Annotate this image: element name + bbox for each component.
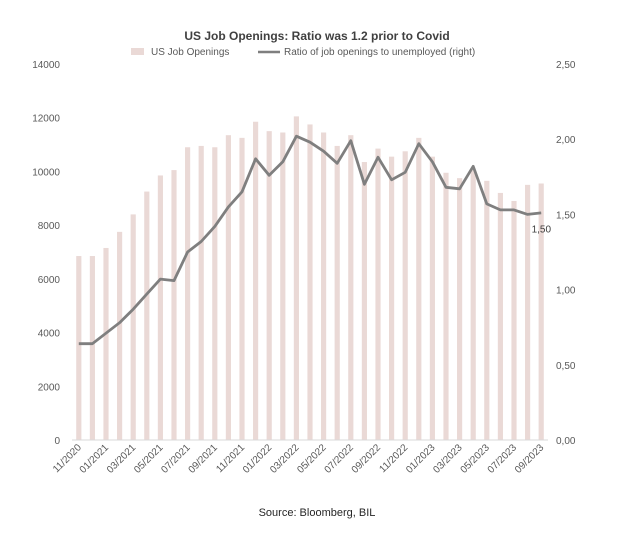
bar (443, 172, 449, 440)
legend-label-bars: US Job Openings (151, 47, 229, 58)
bar (76, 256, 82, 440)
bar (429, 156, 435, 440)
bar (225, 135, 231, 440)
bar (334, 145, 340, 440)
left-axis-tick-label: 4000 (38, 329, 61, 340)
bar (525, 184, 531, 440)
bar (348, 135, 354, 440)
legend-label-line: Ratio of job openings to unemployed (rig… (284, 47, 475, 58)
bar (321, 132, 327, 440)
bar (280, 132, 286, 440)
right-axis: 0,00 0,50 1,00 1,50 2,00 2,50 (556, 60, 576, 447)
bar (389, 156, 395, 440)
bar (103, 247, 109, 440)
x-axis-tick-label: 09/2022 (350, 442, 384, 476)
bar (307, 124, 313, 440)
right-axis-tick-label: 1,50 (556, 210, 576, 221)
bar (171, 170, 177, 441)
left-axis-tick-label: 12000 (32, 114, 60, 125)
bar (253, 121, 259, 440)
chart-title: US Job Openings: Ratio was 1.2 prior to … (184, 29, 449, 43)
left-axis-tick-label: 6000 (38, 275, 61, 286)
right-axis-tick-label: 2,00 (556, 135, 576, 146)
source-note: Source: Bloomberg, BIL (259, 507, 376, 519)
left-axis-tick-label: 10000 (32, 167, 60, 178)
legend: US Job Openings Ratio of job openings to… (131, 47, 475, 58)
bar (293, 116, 299, 440)
bar (130, 214, 136, 440)
right-axis-tick-label: 2,50 (556, 60, 576, 71)
left-axis: 0 2000 4000 6000 8000 10000 12000 14000 (32, 60, 60, 447)
bar (185, 147, 191, 440)
bar (416, 137, 422, 440)
left-axis-tick-label: 2000 (38, 382, 61, 393)
bar (117, 231, 123, 440)
bar (361, 162, 367, 440)
bar (198, 145, 204, 440)
bar (538, 183, 544, 440)
line-series (78, 134, 542, 346)
bar (266, 131, 272, 440)
left-axis-tick-label: 0 (54, 436, 60, 447)
x-axis-tick-label: 09/2021 (187, 442, 221, 476)
x-axis-tick-label: 09/2023 (513, 442, 547, 476)
bar (239, 137, 245, 440)
bar (157, 175, 163, 440)
bar (89, 256, 95, 440)
last-value-annotation: 1,50 (532, 224, 552, 235)
bar (511, 200, 517, 440)
right-axis-tick-label: 0,50 (556, 361, 576, 372)
bar-series (76, 116, 544, 441)
bar (484, 180, 490, 441)
bar (402, 151, 408, 441)
left-axis-tick-label: 14000 (32, 60, 60, 71)
legend-swatch-bars (131, 48, 144, 55)
left-axis-tick-label: 8000 (38, 221, 61, 232)
bar (375, 148, 381, 440)
bar (457, 178, 463, 440)
bar (212, 147, 218, 440)
right-axis-tick-label: 0,00 (556, 436, 576, 447)
bar (470, 170, 476, 441)
bar (497, 192, 503, 440)
right-axis-tick-label: 1,00 (556, 286, 576, 297)
bar (144, 191, 150, 440)
x-axis: 11/202001/202103/202105/202107/202109/20… (51, 442, 547, 476)
